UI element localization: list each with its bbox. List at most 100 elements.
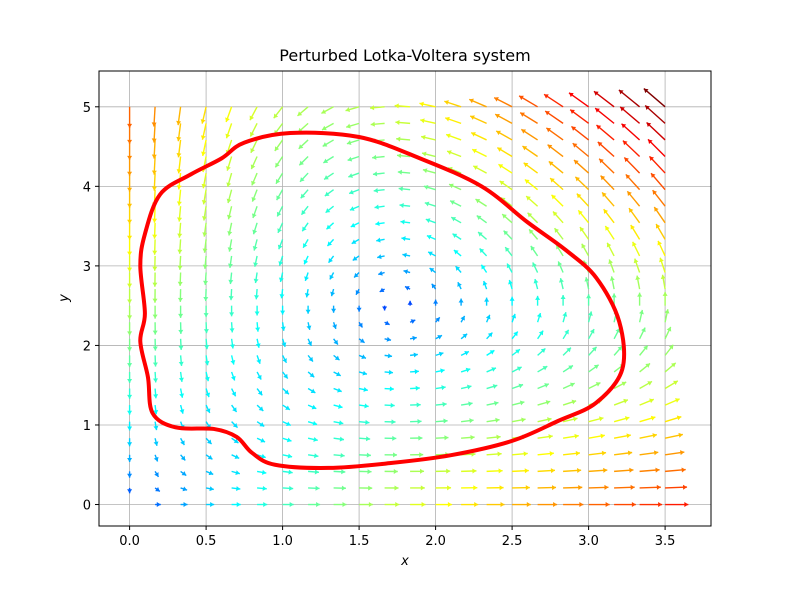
- field-arrow: [203, 305, 209, 318]
- field-arrow: [226, 172, 233, 188]
- field-arrow: [562, 399, 577, 406]
- field-arrow: [378, 270, 385, 276]
- field-arrow: [543, 93, 564, 108]
- field-arrow: [639, 450, 659, 456]
- field-arrow: [435, 485, 452, 491]
- field-arrow: [471, 148, 487, 158]
- field-arrow: [425, 218, 436, 224]
- field-arrow: [127, 322, 133, 336]
- field-arrow: [153, 421, 159, 431]
- field-arrow: [203, 289, 209, 302]
- field-arrow: [410, 418, 422, 424]
- field-arrow: [404, 285, 411, 291]
- field-arrow: [151, 139, 157, 159]
- field-arrow: [396, 136, 411, 142]
- field-arrow: [569, 109, 590, 124]
- field-arrow: [557, 261, 564, 273]
- field-arrow: [588, 433, 605, 439]
- field-arrow: [523, 162, 539, 174]
- field-arrow: [652, 189, 666, 207]
- field-arrow: [609, 276, 615, 290]
- field-arrow: [127, 206, 133, 224]
- field-arrow: [333, 502, 347, 508]
- field-arrow: [518, 95, 538, 108]
- field-arrow: [409, 319, 416, 324]
- field-arrow: [410, 435, 423, 441]
- field-arrow: [274, 156, 284, 168]
- field-arrow: [201, 139, 207, 157]
- field-arrow: [227, 255, 233, 268]
- field-arrow: [306, 322, 312, 331]
- field-arrow: [588, 467, 608, 473]
- field-arrow: [256, 453, 266, 459]
- field-arrow: [255, 338, 261, 348]
- field-arrow: [278, 272, 284, 283]
- field-arrow: [384, 353, 393, 359]
- field-arrow: [475, 198, 487, 207]
- field-arrow: [625, 173, 641, 191]
- field-arrow: [252, 239, 258, 251]
- field-arrow: [384, 402, 395, 408]
- field-arrow: [205, 388, 211, 398]
- field-arrow: [333, 387, 342, 393]
- field-arrow: [628, 207, 641, 224]
- field-arrow: [307, 404, 317, 410]
- field-arrow: [639, 467, 660, 473]
- field-arrow: [299, 172, 309, 183]
- field-arrow: [665, 450, 685, 456]
- field-arrow: [613, 416, 630, 423]
- field-arrow: [345, 106, 360, 112]
- field-arrow: [648, 155, 666, 174]
- field-arrow: [537, 383, 550, 390]
- field-arrow: [384, 435, 397, 441]
- field-arrow: [461, 485, 478, 491]
- field-arrow: [659, 257, 666, 273]
- field-arrow: [461, 418, 474, 424]
- field-arrow: [322, 139, 334, 147]
- field-arrow: [177, 272, 183, 286]
- field-arrow: [586, 294, 592, 306]
- field-arrow: [152, 305, 158, 319]
- field-arrow: [332, 322, 337, 330]
- field-arrow: [410, 369, 419, 375]
- field-arrow: [588, 416, 604, 423]
- field-arrow: [256, 421, 265, 428]
- field-arrow: [665, 502, 689, 508]
- field-arrow: [355, 288, 361, 296]
- field-arrow: [537, 451, 554, 457]
- field-arrow: [358, 387, 368, 392]
- field-arrow: [633, 258, 641, 273]
- field-arrow: [302, 239, 309, 249]
- field-arrow: [204, 338, 210, 350]
- field-arrow: [410, 452, 424, 458]
- field-arrow: [486, 434, 501, 440]
- field-arrow: [359, 403, 369, 409]
- field-arrow: [613, 433, 631, 439]
- field-arrow: [657, 240, 666, 257]
- field-arrow: [282, 453, 293, 459]
- field-arrow: [530, 245, 539, 257]
- field-arrow: [177, 289, 183, 302]
- field-arrow: [524, 178, 539, 191]
- field-arrow: [468, 98, 487, 108]
- field-arrow: [176, 106, 182, 126]
- field-arrow: [644, 105, 666, 124]
- field-arrow: [614, 502, 636, 508]
- field-arrow: [326, 238, 335, 247]
- field-arrow: [504, 246, 513, 257]
- field-arrow: [177, 206, 183, 222]
- field-arrow: [201, 172, 207, 189]
- field-arrow: [588, 346, 598, 356]
- field-arrow: [435, 385, 446, 391]
- field-arrow: [178, 338, 184, 350]
- field-arrow: [257, 502, 268, 508]
- field-arrow: [545, 127, 564, 141]
- field-arrow: [384, 485, 399, 491]
- field-arrow: [127, 272, 133, 288]
- field-arrow: [359, 436, 371, 442]
- field-arrow: [346, 122, 360, 129]
- field-arrow: [435, 502, 452, 508]
- field-arrow: [333, 420, 344, 426]
- field-arrow: [460, 367, 471, 373]
- field-arrow: [639, 362, 651, 373]
